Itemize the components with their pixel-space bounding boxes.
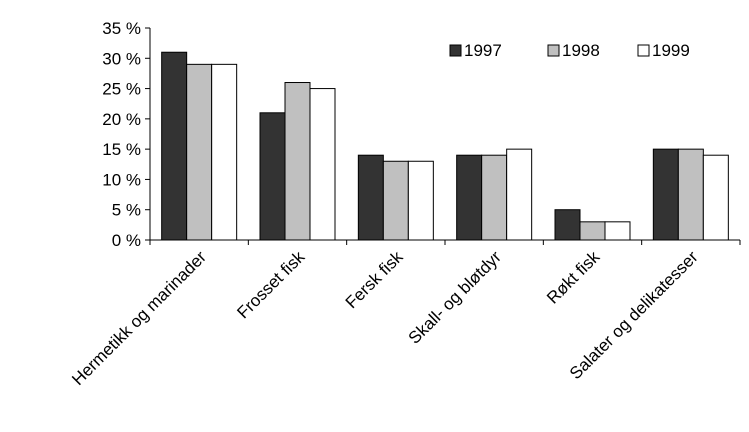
bars xyxy=(161,51,729,241)
category-label: Skall- og bløtdyr xyxy=(405,247,506,348)
bar-1999-6 xyxy=(702,154,729,241)
bar-1999-2 xyxy=(309,88,336,241)
bar-1998-4 xyxy=(481,154,508,241)
bar-1997-2 xyxy=(259,112,286,241)
category-label: Fersk fisk xyxy=(342,247,407,312)
bar-1997-4 xyxy=(456,154,483,241)
legend: 1997 1998 1999 xyxy=(449,41,690,60)
bar-1999-4 xyxy=(506,148,533,241)
y-tick-label: 25 % xyxy=(102,80,141,99)
legend-label-1997: 1997 xyxy=(464,41,502,60)
bar-1998-5 xyxy=(579,221,606,241)
x-axis xyxy=(149,239,741,245)
legend-swatch-1999 xyxy=(637,44,650,57)
bar-1999-5 xyxy=(604,221,631,241)
y-tick-label: 20 % xyxy=(102,110,141,129)
y-axis: 0 % 5 % 10 % 15 % 20 % 25 % 30 % 35 % xyxy=(102,19,151,250)
y-tick-label: 0 % xyxy=(112,231,141,250)
bar-1998-2 xyxy=(284,82,311,241)
bar-1999-1 xyxy=(211,63,238,241)
y-tick-label: 5 % xyxy=(112,201,141,220)
bar-1998-6 xyxy=(677,148,704,241)
y-tick-label: 15 % xyxy=(102,140,141,159)
category-labels: Hermetikk og marinader Frosset fisk Fersk … xyxy=(68,247,702,389)
bar-1998-1 xyxy=(186,63,213,241)
bar-1997-3 xyxy=(357,154,384,241)
bar-1997-1 xyxy=(161,51,188,241)
category-label: Hermetikk og marinader xyxy=(68,247,210,389)
bar-1999-3 xyxy=(407,160,434,241)
y-tick-label: 30 % xyxy=(102,49,141,68)
legend-label-1998: 1998 xyxy=(562,41,600,60)
bar-1997-5 xyxy=(554,209,581,241)
y-tick-label: 35 % xyxy=(102,19,141,38)
category-label: Røkt fisk xyxy=(543,247,604,308)
y-tick-label: 10 % xyxy=(102,170,141,189)
legend-swatch-1997 xyxy=(449,44,462,57)
bar-1998-3 xyxy=(382,160,409,241)
category-label: Frosset fisk xyxy=(233,247,308,322)
legend-label-1999: 1999 xyxy=(652,41,690,60)
legend-swatch-1998 xyxy=(547,44,560,57)
bar-1997-6 xyxy=(652,148,679,241)
